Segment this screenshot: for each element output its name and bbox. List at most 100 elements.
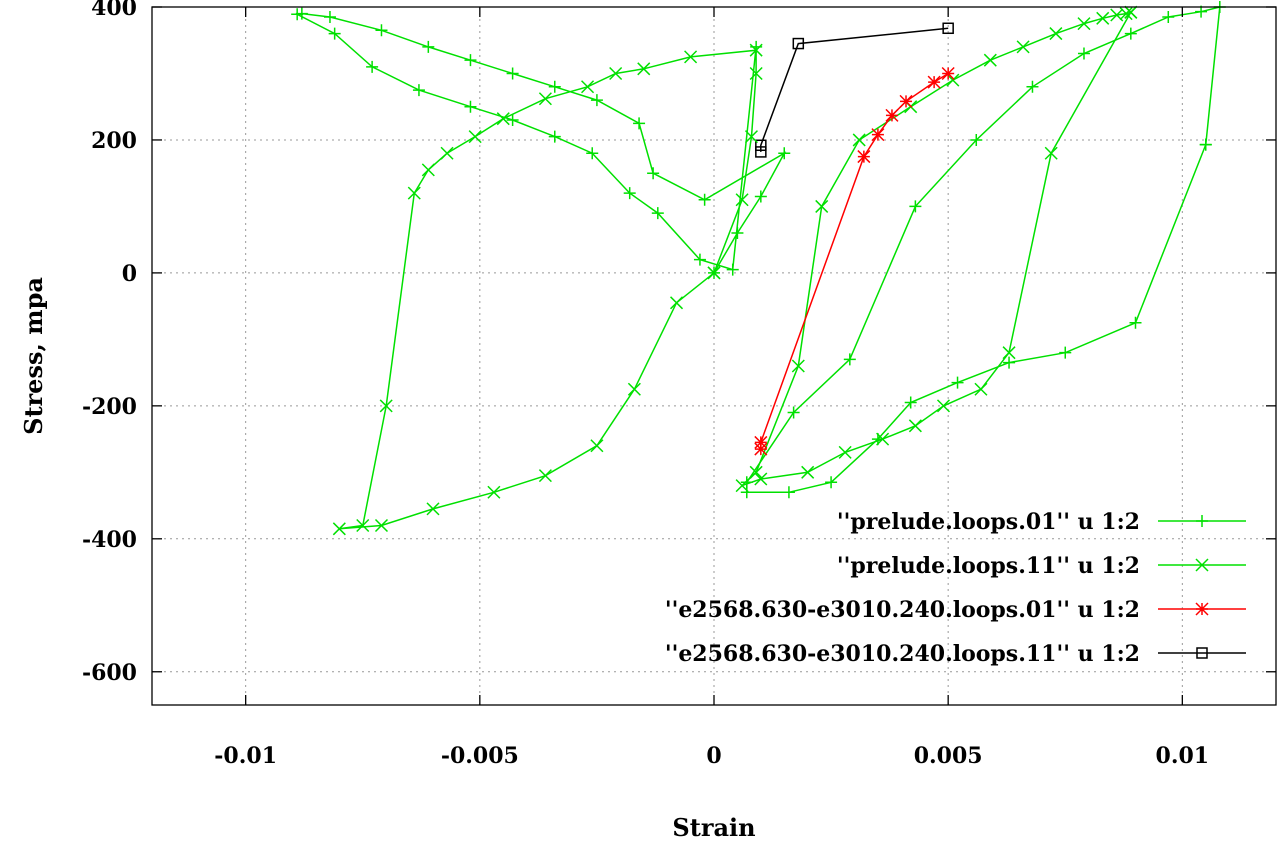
series-line: [746, 6, 1221, 494]
x-marker: [1077, 17, 1091, 31]
square-marker: [792, 37, 805, 50]
x-marker: [1016, 40, 1030, 54]
x-marker: [735, 193, 749, 207]
x-marker: [1002, 346, 1016, 360]
x-marker: [749, 66, 763, 81]
y-tick-label: -400: [82, 527, 137, 553]
x-marker: [791, 359, 805, 373]
legend-label: ''prelude.loops.01'' u 1:2: [837, 509, 1140, 535]
x-marker: [852, 133, 866, 147]
series-layer: [291, 1, 1226, 536]
x-marker: [876, 432, 890, 446]
square-marker: [942, 22, 954, 35]
plus-marker: [726, 263, 739, 276]
plus-marker: [787, 406, 800, 419]
plus-marker: [375, 24, 388, 37]
y-tick-label: -200: [82, 394, 137, 420]
x-marker: [332, 522, 346, 536]
plus-marker: [825, 476, 838, 489]
x-marker: [684, 50, 698, 64]
x-marker: [538, 469, 552, 483]
plus-marker: [548, 80, 561, 93]
x-marker: [1119, 7, 1133, 21]
x-marker: [496, 112, 510, 126]
plus-marker: [1199, 138, 1212, 151]
data-series: [735, 5, 1138, 493]
x-marker: [974, 382, 988, 396]
x-marker: [468, 130, 482, 144]
x-marker: [487, 485, 501, 499]
star-marker: [857, 150, 871, 164]
plus-marker: [623, 187, 636, 200]
y-axis-title: Stress, mpa: [19, 277, 48, 435]
plus-marker: [951, 376, 964, 389]
plus-marker: [693, 253, 706, 266]
star-marker: [754, 442, 768, 456]
square-marker: [755, 146, 767, 158]
x-marker: [426, 502, 440, 516]
plus-marker: [1026, 80, 1039, 93]
plus-marker: [422, 40, 435, 53]
legend-label: ''e2568.630-e3010.240.loops.11'' u 1:2: [665, 641, 1140, 667]
x-marker: [936, 399, 951, 413]
y-tick-label: 400: [91, 0, 137, 21]
plus-marker: [1196, 515, 1208, 527]
x-marker: [670, 296, 684, 310]
star-marker: [941, 66, 955, 81]
x-marker: [1049, 27, 1063, 41]
x-marker: [735, 479, 749, 493]
x-marker: [407, 186, 421, 200]
x-marker: [581, 80, 595, 94]
data-series: [754, 66, 955, 456]
legend: ''prelude.loops.01'' u 1:2 ''prelude.loop…: [665, 509, 1246, 667]
plus-marker: [970, 133, 983, 146]
x-marker: [637, 62, 651, 76]
plus-marker: [1077, 47, 1090, 60]
x-tick-label: 0.005: [914, 743, 983, 769]
x-tick-label: -0.01: [214, 743, 277, 769]
x-tick-label: 0.01: [1156, 743, 1210, 769]
star-marker: [1195, 602, 1209, 616]
plus-marker: [1195, 5, 1208, 18]
x-marker: [609, 66, 623, 81]
square-marker: [1196, 647, 1208, 659]
plus-marker: [843, 353, 856, 366]
plus-marker: [328, 27, 341, 40]
series-line: [294, 12, 787, 274]
y-tick-label: 200: [91, 128, 137, 154]
x-marker: [707, 266, 721, 280]
x-marker: [749, 465, 763, 479]
plus-marker: [633, 117, 646, 130]
plus-marker: [548, 130, 561, 143]
x-marker: [421, 163, 435, 177]
plus-marker: [698, 193, 711, 206]
axes: -0.01 -0.005 0 0.005 0.01 -600 -400 -200 0 200 400: [82, 0, 1276, 769]
x-marker: [379, 399, 393, 413]
plus-marker: [1124, 27, 1137, 40]
x-marker: [749, 43, 763, 57]
series-line: [339, 49, 757, 530]
series-line: [760, 27, 949, 152]
star-marker: [885, 108, 899, 122]
plus-marker: [1003, 356, 1016, 369]
x-marker: [356, 518, 370, 533]
x-tick-label: -0.005: [441, 743, 519, 769]
x-marker: [1044, 146, 1058, 160]
x-marker: [1195, 558, 1209, 572]
plus-marker: [1162, 10, 1175, 23]
plus-marker: [782, 486, 795, 499]
plus-marker: [464, 54, 477, 67]
plus-marker: [904, 396, 917, 409]
plus-marker: [506, 67, 519, 80]
plus-marker: [590, 94, 603, 107]
plus-marker: [506, 114, 519, 127]
x-axis-title: Strain: [672, 813, 755, 842]
x-marker: [744, 130, 758, 144]
plus-marker: [464, 100, 477, 113]
x-marker: [374, 518, 389, 533]
data-series: [755, 22, 954, 158]
x-marker: [908, 419, 922, 433]
star-marker: [927, 75, 941, 89]
x-tick-label: 0: [706, 743, 721, 769]
